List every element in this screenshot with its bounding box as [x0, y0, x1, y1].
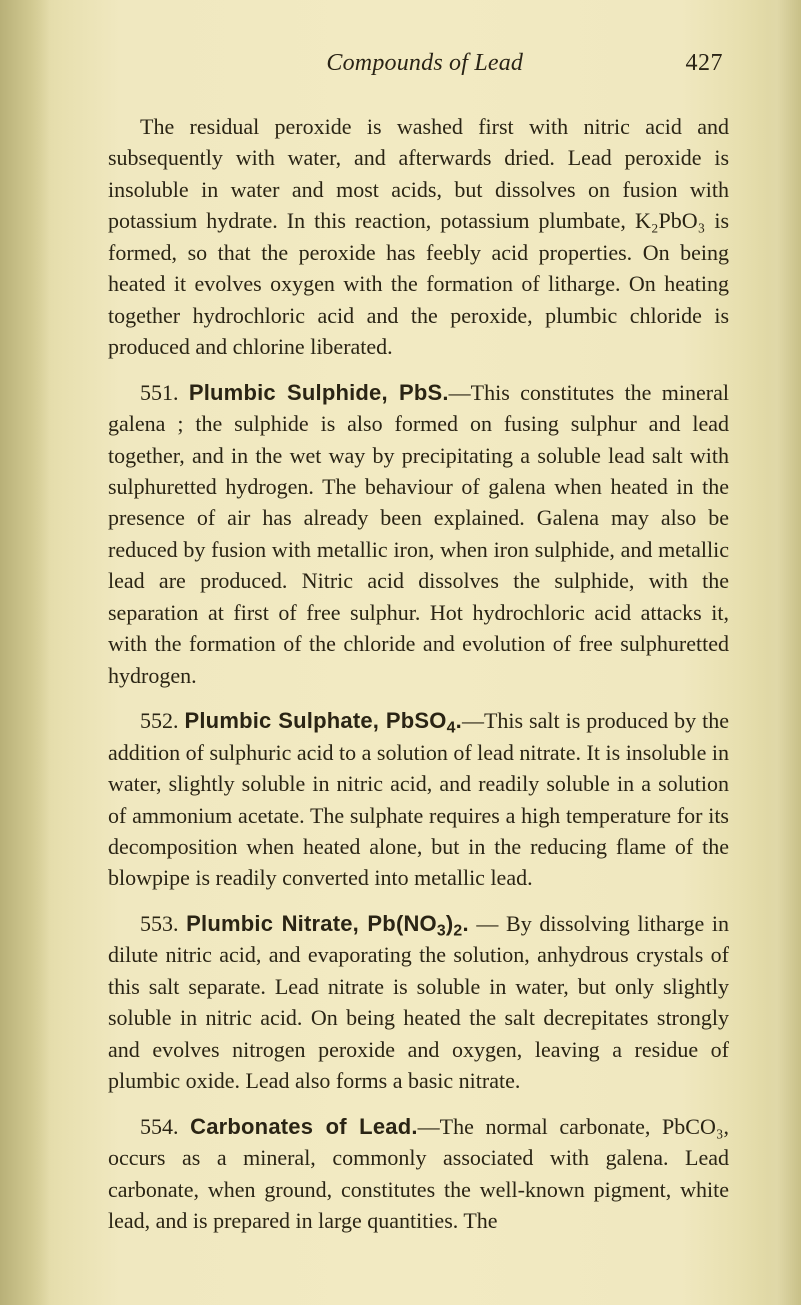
entry-title: Plumbic Sulphide, PbS. — [189, 380, 449, 405]
entry-554: 554. Carbonates of Lead.—The normal carb… — [108, 1111, 729, 1237]
entry-number: 554. — [140, 1114, 179, 1139]
running-head: Compounds of Lead 427 — [108, 50, 729, 77]
entry-552: 552. Plumbic Sulphate, PbSO4.—This salt … — [108, 705, 729, 894]
entry-number: 551. — [140, 380, 179, 405]
book-page: Compounds of Lead 427 The residual perox… — [0, 0, 801, 1305]
entry-551: 551. Plumbic Sulphide, PbS.—This constit… — [108, 377, 729, 692]
entry-553: 553. Plumbic Nitrate, Pb(NO3)2. — By dis… — [108, 908, 729, 1097]
entry-title: Carbonates of Lead. — [190, 1114, 418, 1139]
body-text: The residual peroxide is washed first wi… — [108, 111, 729, 1236]
entry-title: Plumbic Sulphate, PbSO4. — [185, 708, 462, 733]
page-number: 427 — [686, 50, 724, 77]
entry-text: —This salt is produced by the addition o… — [108, 708, 729, 890]
entry-number: 553. — [140, 911, 179, 936]
entry-text: —This constitutes the mineral galena ; t… — [108, 380, 729, 688]
subscript: 4 — [447, 720, 456, 737]
entry-title: Plumbic Nitrate, Pb(NO3)2. — [186, 911, 469, 936]
entry-title-part: Plumbic Sulphate, PbSO — [185, 708, 447, 733]
entry-number: 552. — [140, 708, 179, 733]
subscript: 3 — [437, 922, 446, 939]
paragraph-intro: The residual peroxide is washed first wi… — [108, 111, 729, 363]
entry-title-part: Plumbic Nitrate, Pb(NO — [186, 911, 437, 936]
entry-text: — By dissolving litharge in dilute nitri… — [108, 911, 729, 1093]
running-title: Compounds of Lead — [164, 50, 686, 77]
